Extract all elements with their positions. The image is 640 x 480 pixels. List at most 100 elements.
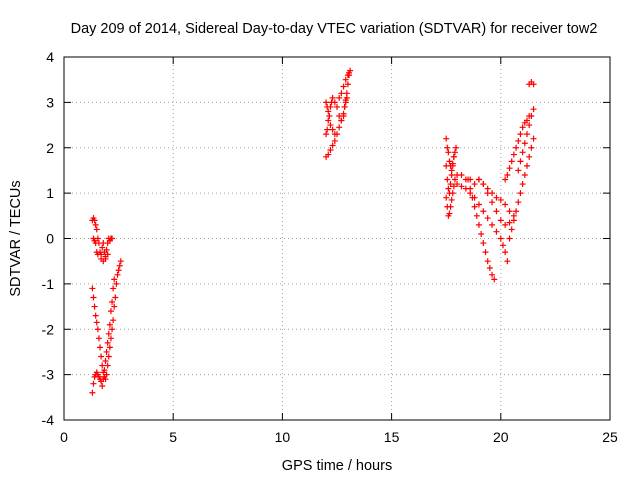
data-point xyxy=(101,367,108,374)
data-point xyxy=(327,147,334,154)
data-point xyxy=(102,255,109,262)
data-point xyxy=(93,319,100,326)
data-point xyxy=(504,258,511,265)
data-point xyxy=(446,210,453,217)
data-point xyxy=(448,196,455,203)
data-point xyxy=(502,201,509,208)
data-point xyxy=(111,303,118,310)
x-tick-label: 10 xyxy=(275,429,291,445)
data-point xyxy=(447,181,454,188)
data-point xyxy=(493,208,500,215)
x-axis-label: GPS time / hours xyxy=(282,458,392,474)
y-tick-label: 1 xyxy=(46,185,54,201)
data-point xyxy=(502,176,509,183)
data-point xyxy=(107,335,114,342)
data-point xyxy=(447,203,454,210)
data-point xyxy=(92,221,99,228)
data-point xyxy=(478,230,485,237)
data-point xyxy=(521,140,528,147)
data-point xyxy=(480,240,487,247)
data-point xyxy=(506,235,513,242)
data-point xyxy=(103,348,110,355)
data-point xyxy=(458,183,465,190)
data-point xyxy=(324,126,331,133)
data-point xyxy=(443,194,450,201)
y-tick-label: 4 xyxy=(46,49,54,65)
data-point xyxy=(524,117,531,124)
data-point xyxy=(528,144,535,151)
data-point xyxy=(484,258,491,265)
data-point xyxy=(112,294,119,301)
data-point xyxy=(493,194,500,201)
data-point xyxy=(329,94,336,101)
data-point xyxy=(489,271,496,278)
data-point xyxy=(480,181,487,188)
data-point xyxy=(110,285,117,292)
data-point xyxy=(519,181,526,188)
data-point xyxy=(450,183,457,190)
data-point xyxy=(341,103,348,110)
data-point xyxy=(342,97,349,104)
data-point xyxy=(104,362,111,369)
y-axis-label: SDTVAR / TECUs xyxy=(8,180,24,296)
data-point xyxy=(114,271,121,278)
data-point xyxy=(493,228,500,235)
data-point xyxy=(517,158,524,165)
data-point xyxy=(325,108,332,115)
data-point xyxy=(530,81,537,88)
data-point xyxy=(510,151,517,158)
data-point xyxy=(502,221,509,228)
data-point xyxy=(524,131,531,138)
data-point xyxy=(489,199,496,206)
data-point xyxy=(482,249,489,256)
y-tick-label: -4 xyxy=(42,412,55,428)
data-point xyxy=(105,353,112,360)
data-point xyxy=(340,83,347,90)
data-point xyxy=(325,117,332,124)
x-tick-label: 15 xyxy=(384,429,400,445)
data-point xyxy=(99,244,106,251)
data-point xyxy=(99,382,106,389)
data-point xyxy=(530,106,537,113)
data-point xyxy=(336,94,343,101)
data-point xyxy=(109,326,116,333)
data-point xyxy=(343,90,350,97)
data-point xyxy=(526,122,533,129)
data-point xyxy=(346,69,353,76)
data-point xyxy=(469,194,476,201)
y-tick-label: -2 xyxy=(42,321,55,337)
data-point xyxy=(326,112,333,119)
data-point xyxy=(471,203,478,210)
data-point xyxy=(325,151,332,158)
data-point xyxy=(92,240,99,247)
data-point xyxy=(450,153,457,160)
axis-ticks: 0 5 10 15 20 25 -4 -3 -2 -1 0 1 2 3 4 xyxy=(42,49,618,445)
data-point xyxy=(497,217,504,224)
data-point xyxy=(480,208,487,215)
data-point xyxy=(110,317,117,324)
data-point xyxy=(90,380,97,387)
data-point xyxy=(98,353,105,360)
data-point xyxy=(331,137,338,144)
data-point xyxy=(111,276,118,283)
data-point xyxy=(475,201,482,208)
data-point xyxy=(106,344,113,351)
data-point xyxy=(506,208,513,215)
data-point xyxy=(445,185,452,192)
data-point xyxy=(443,135,450,142)
data-point xyxy=(443,162,450,169)
data-point xyxy=(465,176,472,183)
data-point xyxy=(331,99,338,106)
data-point xyxy=(448,171,455,178)
data-point xyxy=(497,235,504,242)
x-tick-label: 25 xyxy=(602,429,618,445)
data-point xyxy=(524,162,531,169)
data-point xyxy=(513,144,520,151)
data-point xyxy=(105,330,112,337)
data-point xyxy=(103,371,110,378)
data-point xyxy=(93,226,100,233)
data-point xyxy=(90,294,97,301)
data-point xyxy=(475,176,482,183)
data-point xyxy=(91,303,98,310)
